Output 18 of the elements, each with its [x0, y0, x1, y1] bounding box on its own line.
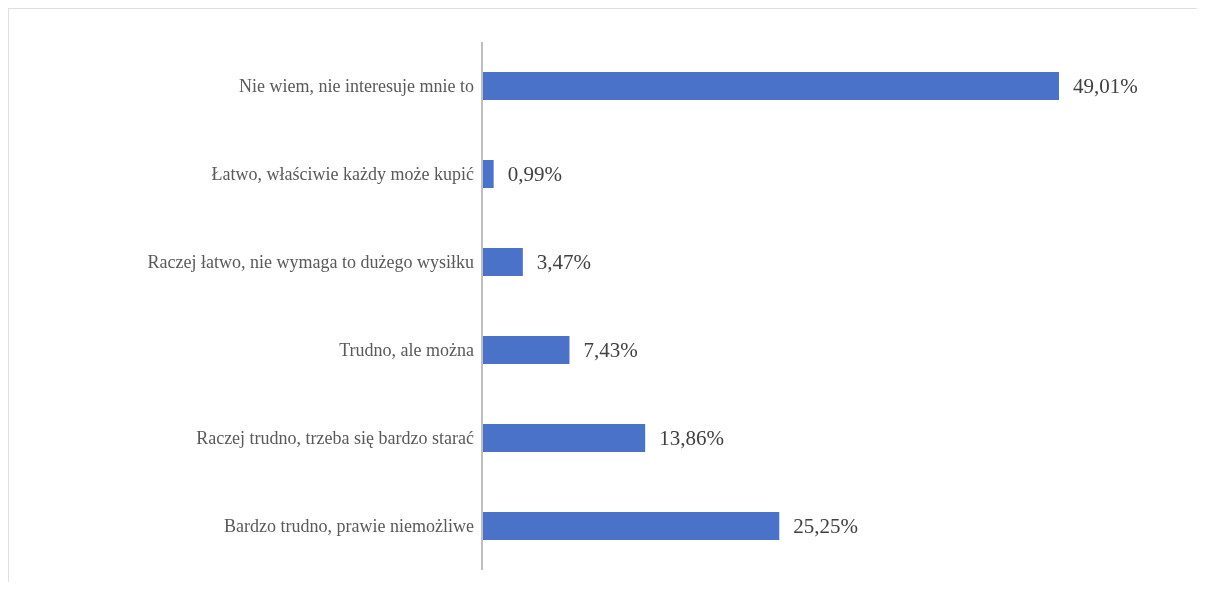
- data-label: 3,47%: [536, 250, 592, 275]
- data-label: 7,43%: [583, 338, 638, 363]
- data-label: 0,99%: [507, 162, 562, 187]
- y-tick-label: Raczej łatwo, nie wymaga to dużego wysiłku: [147, 252, 474, 273]
- data-label: 13,86%: [659, 426, 724, 451]
- bar: [482, 160, 494, 188]
- y-tick-label: Trudno, ale można: [339, 340, 474, 361]
- bar: [482, 72, 1059, 100]
- y-tick-label: Raczej trudno, trzeba się bardzo starać: [196, 428, 475, 449]
- bar: [482, 512, 780, 540]
- bar: [482, 248, 523, 276]
- data-label: 49,01%: [1073, 74, 1138, 99]
- bar: [482, 336, 570, 364]
- data-label: 25,25%: [793, 514, 859, 539]
- y-tick-label: Łatwo, właściwie każdy może kupić: [211, 164, 475, 185]
- y-tick-label: Bardzo trudno, prawie niemożliwe: [224, 516, 475, 537]
- y-tick-label: Nie wiem, nie interesuje mnie to: [239, 76, 474, 97]
- bar: [482, 424, 646, 452]
